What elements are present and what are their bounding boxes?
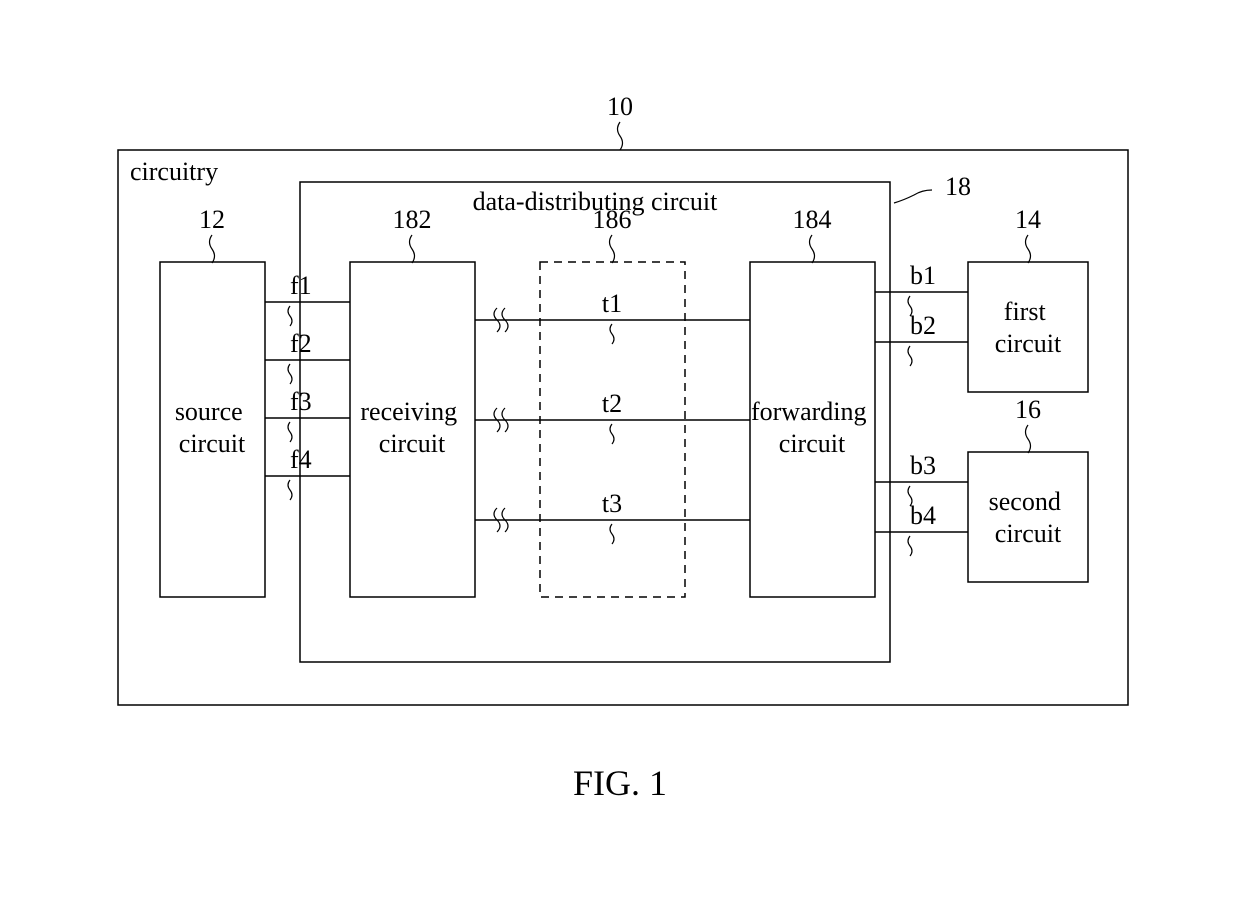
wire-f4: f4 <box>265 445 350 500</box>
svg-text:b1: b1 <box>910 261 936 290</box>
ref-182: 182 <box>393 205 432 234</box>
wire-b3: b3 <box>875 451 968 506</box>
wire-b2: b2 <box>875 311 968 366</box>
label-second-circuit: second circuit <box>989 487 1068 548</box>
svg-text:t2: t2 <box>602 389 622 418</box>
figure-caption: FIG. 1 <box>573 763 667 803</box>
leader-182 <box>410 235 415 263</box>
ref-12: 12 <box>199 205 225 234</box>
ref-10: 10 <box>607 92 633 121</box>
wire-t1: t1 <box>475 289 750 344</box>
label-first-circuit: first circuit <box>995 297 1062 358</box>
box-second-circuit <box>968 452 1088 582</box>
leader-10 <box>618 122 623 150</box>
wire-f3: f3 <box>265 387 350 442</box>
ref-186: 186 <box>593 205 632 234</box>
label-source-circuit: source circuit <box>175 397 249 458</box>
svg-text:b2: b2 <box>910 311 936 340</box>
wire-t2: t2 <box>475 389 750 444</box>
ref-14: 14 <box>1015 205 1041 234</box>
leader-18 <box>894 190 932 203</box>
svg-text:f3: f3 <box>290 387 312 416</box>
ref-184: 184 <box>793 205 832 234</box>
svg-text:f4: f4 <box>290 445 312 474</box>
leader-12 <box>210 235 215 263</box>
label-circuitry: circuitry <box>130 157 218 186</box>
svg-text:t3: t3 <box>602 489 622 518</box>
leader-186 <box>610 235 615 263</box>
diagram-svg: circuitry data-distributing circuit sour… <box>0 0 1240 913</box>
svg-text:t1: t1 <box>602 289 622 318</box>
leader-184 <box>810 235 815 263</box>
label-receiving-circuit: receiving circuit <box>360 397 463 458</box>
wire-b1: b1 <box>875 261 968 316</box>
wire-f1: f1 <box>265 271 350 326</box>
svg-text:b4: b4 <box>910 501 936 530</box>
svg-text:b3: b3 <box>910 451 936 480</box>
leader-16 <box>1026 425 1031 453</box>
leader-14 <box>1026 235 1031 263</box>
svg-text:f1: f1 <box>290 271 312 300</box>
label-forwarding-circuit: forwarding circuit <box>751 397 873 458</box>
box-first-circuit <box>968 262 1088 392</box>
ref-16: 16 <box>1015 395 1041 424</box>
ref-18: 18 <box>945 172 971 201</box>
wire-f2: f2 <box>265 329 350 384</box>
wire-t3: t3 <box>475 489 750 544</box>
svg-text:f2: f2 <box>290 329 312 358</box>
wire-b4: b4 <box>875 501 968 556</box>
